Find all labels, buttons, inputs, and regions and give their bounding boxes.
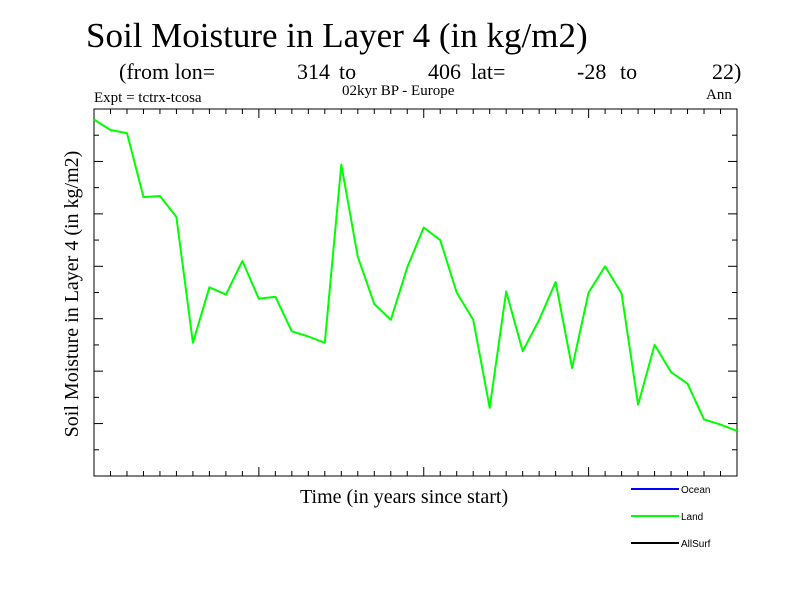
legend-label-ocean: Ocean [681, 485, 711, 496]
subtitle-to-1: to [339, 59, 357, 84]
series-line-land [93, 118, 738, 432]
subtitle-lat-to: 22) [712, 59, 742, 84]
region-label: 02kyr BP - Europe [342, 83, 455, 99]
subtitle-lon-to: 406 [428, 59, 461, 84]
subtitle-lat-label: lat= [471, 59, 506, 84]
chart-title: Soil Moisture in Layer 4 (in kg/m2) [86, 16, 588, 55]
subtitle-to-2: to [620, 59, 638, 84]
plot-frame [93, 108, 738, 477]
subtitle-lon-from: 314 [297, 59, 330, 84]
subtitle-prefix: (from lon= [119, 59, 216, 84]
experiment-label: Expt = tctrx-tcosa [94, 90, 202, 106]
legend-label-land: Land [681, 512, 704, 523]
y-tick-marks [94, 108, 737, 477]
legend-label-allsurf: AllSurf [681, 539, 711, 550]
x-axis-label: Time (in years since start) [300, 486, 509, 508]
x-tick-marks [93, 109, 738, 476]
subtitle-lat-from: -28 [577, 59, 607, 84]
season-label: Ann [706, 87, 732, 103]
legend [631, 488, 679, 544]
